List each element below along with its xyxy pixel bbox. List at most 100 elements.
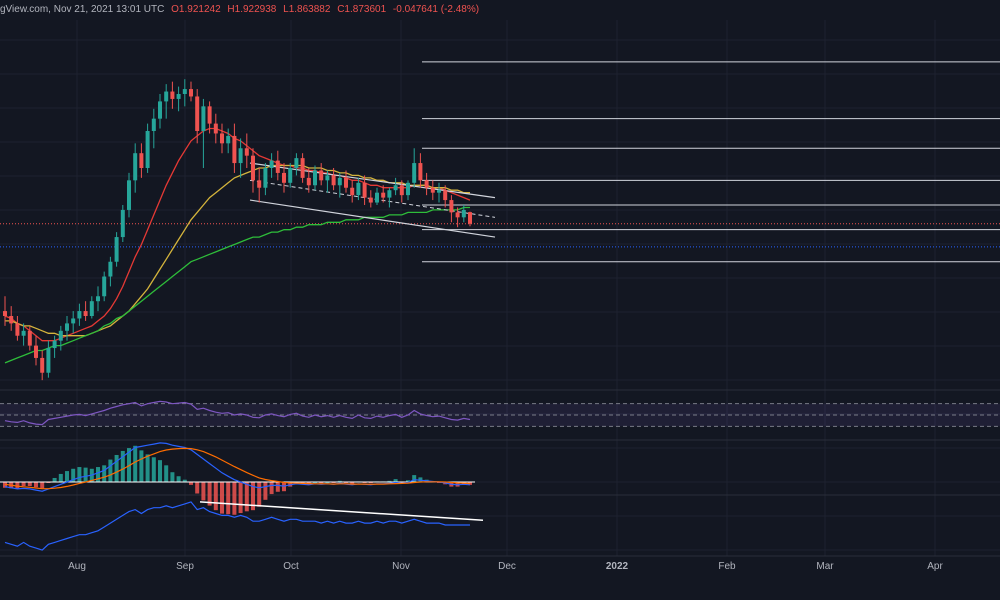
time-axis-label: Sep [176,561,194,572]
macd-histogram-bar [412,475,417,482]
candle-body [65,323,69,331]
macd-histogram-bar [337,480,342,482]
open-value: O1.921242 [171,4,221,15]
macd-histogram-bar [182,479,187,482]
candle-body [375,192,379,203]
macd-histogram-bar [406,480,410,482]
candle-body [213,123,218,134]
candle-body [306,177,311,186]
macd-histogram-bar [40,482,45,489]
candle-body [455,212,460,218]
candle-body [189,89,193,97]
macd-histogram-bar [263,482,268,500]
macd-histogram-bar [108,459,113,482]
macd-histogram-bar [151,457,156,482]
macd-histogram-bar [207,482,212,506]
candle-body [77,311,82,319]
candle-body [424,180,429,188]
candle-body [393,185,398,191]
grid-lines [0,20,1000,557]
macd-histogram-bar [257,482,262,507]
macd-histogram-bar [65,471,69,482]
close-value: C1.873601 [337,4,387,15]
candle-body [114,237,119,262]
candle-body [300,158,305,178]
candle-body [182,89,187,94]
candle-body [151,118,156,131]
macd-histogram-bar [71,468,76,482]
macd-histogram-bar [120,450,125,482]
candle-body [108,261,113,277]
candle-body [337,177,342,186]
candle-body [34,345,38,358]
candle-body [387,190,392,198]
candle-body [399,185,404,196]
candle-body [319,170,324,181]
macd-histogram-bar [170,472,175,482]
macd-histogram-bar [244,482,249,512]
macd-histogram-bar [251,482,255,511]
candle-body [220,133,224,144]
macd-histogram-bar [145,454,150,482]
candle-body [313,170,317,186]
candle-body [145,131,150,168]
candle-body [344,177,348,188]
time-axis-label: Nov [392,561,410,572]
candle-body [406,182,410,196]
obv-trendline [199,501,484,521]
candle-body [71,318,76,324]
candle-body [294,158,299,168]
candle-body [96,296,100,302]
channel-lower-line [249,199,496,238]
macd-histogram-bar [34,482,38,488]
macd-histogram-bar [158,460,162,482]
candle-body [350,187,355,196]
candle-body [120,209,125,238]
macd-histogram-bar [319,482,324,484]
candle-body [176,94,181,99]
macd-histogram-bar [58,473,63,482]
source-label: gView.com, Nov 21, 2021 13:01 UTC [0,4,165,15]
macd-histogram-bar [232,482,237,515]
macd-histogram-bar [15,482,20,489]
time-axis-label: 2022 [606,561,629,572]
candle-body [83,311,88,316]
horizontal-levels [0,61,1000,263]
candlesticks [3,79,472,381]
candle-body [282,172,286,183]
macd-histogram-bar [176,476,181,482]
candle-body [468,212,472,224]
macd-histogram-bar [114,454,119,482]
candle-body [368,197,373,203]
candle-body [362,182,367,198]
candle-body [331,175,336,186]
low-value: L1.863882 [283,4,331,15]
candle-body [430,187,435,193]
candle-body [418,163,423,181]
macd-histogram-bar [226,482,231,515]
candle-body [251,155,255,181]
candle-body [15,323,20,336]
high-value: H1.922938 [227,4,277,15]
candle-body [461,209,466,218]
macd-histogram-bar [102,465,107,482]
candle-body [226,135,231,144]
candle-body [158,101,162,119]
macd-histogram-bar [275,482,280,492]
candle-body [244,148,249,156]
obv-line [4,501,470,551]
macd-histogram-bar [393,479,398,482]
macd-histogram-bar [238,482,243,514]
candle-body [3,311,7,316]
candle-body [263,168,268,188]
candle-body [89,301,94,316]
candle-body [449,200,454,213]
macd-histogram-bar [201,482,206,501]
time-axis-label: Apr [927,561,943,572]
candle-body [443,190,448,201]
macd-histogram-bar [269,482,274,495]
macd-histogram-bar [368,482,373,484]
macd-histogram-bar [213,482,218,511]
macd-histogram-bar [77,467,82,482]
